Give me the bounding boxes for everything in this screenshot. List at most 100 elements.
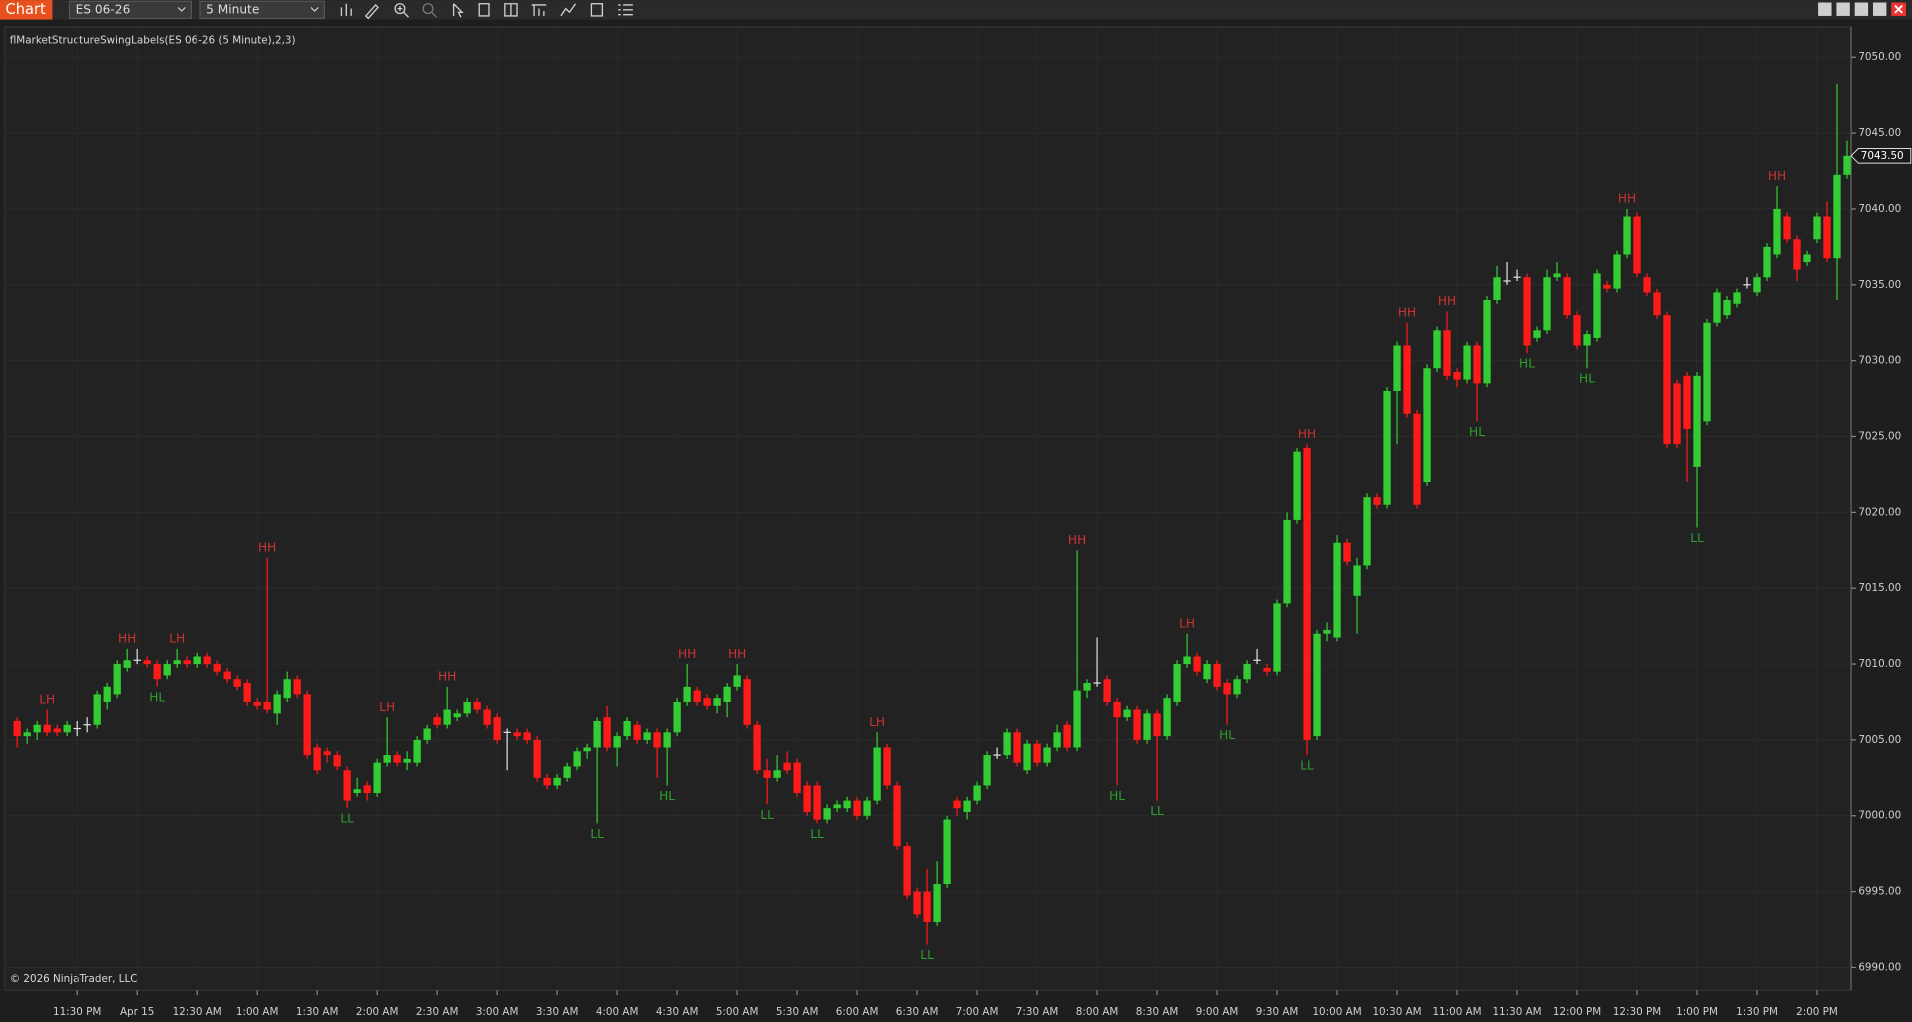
y-tick-label: 7035.00 — [1858, 279, 1901, 291]
candle-body — [353, 789, 361, 794]
candle-body — [223, 671, 231, 680]
candle-body — [593, 720, 601, 748]
chart-tab[interactable] — [0, 0, 53, 20]
x-tick-label: Apr 15 — [120, 1006, 154, 1018]
candle-body — [1153, 713, 1161, 737]
x-tick-label: 1:00 AM — [236, 1006, 279, 1018]
swing-high-label: HH — [1398, 305, 1416, 319]
window-button[interactable] — [1818, 2, 1832, 16]
candle-body — [283, 679, 291, 699]
candle-body — [1603, 284, 1611, 289]
candle-body — [1593, 273, 1601, 338]
candle-body — [1193, 656, 1201, 672]
candle-body — [1103, 679, 1111, 702]
candle-body — [1313, 633, 1321, 737]
candle-body — [853, 800, 861, 816]
candle-body — [1423, 368, 1431, 483]
candle-body — [1483, 299, 1491, 384]
properties-icon[interactable] — [590, 3, 604, 17]
candle-body — [1143, 713, 1151, 740]
toolbar — [0, 0, 1912, 20]
candle-body — [753, 724, 761, 771]
candle-body — [633, 724, 641, 740]
layout-icon[interactable] — [504, 3, 518, 17]
x-tick-label: 8:00 AM — [1076, 1006, 1119, 1018]
candle-body — [193, 656, 201, 665]
candle-body — [483, 709, 491, 725]
candle-body — [1283, 519, 1291, 604]
candle-body — [1223, 683, 1231, 695]
zoom-in-icon[interactable] — [394, 3, 406, 15]
indicator-title: flMarketStructureSwingLabels(ES 06-26 (5… — [10, 34, 296, 46]
candle-body — [23, 732, 31, 737]
candle-body — [1233, 679, 1241, 695]
list-icon[interactable] — [618, 4, 633, 16]
candle-body — [783, 762, 791, 771]
candle-body — [693, 690, 701, 702]
candle-body — [723, 686, 731, 702]
candle-body — [1723, 299, 1731, 316]
x-tick-label: 12:30 PM — [1613, 1006, 1661, 1018]
candle-body — [583, 747, 591, 752]
data-box-icon[interactable] — [478, 3, 490, 17]
candle-body — [1403, 345, 1411, 414]
x-tick-label: 7:00 AM — [956, 1006, 999, 1018]
candle-body — [523, 732, 531, 740]
candle-body — [1713, 292, 1721, 323]
interval-selector[interactable] — [199, 0, 325, 19]
strategy-icon[interactable] — [531, 4, 547, 16]
restore-button[interactable] — [1872, 2, 1887, 16]
dropdown-arrow — [310, 6, 319, 12]
minimize-button[interactable] — [1854, 2, 1869, 16]
bars-icon[interactable] — [340, 3, 352, 16]
candle-body — [813, 785, 821, 820]
dropdown-arrow — [177, 6, 186, 12]
candle-body — [363, 785, 371, 794]
candle-body — [1563, 277, 1571, 316]
candle-body — [1113, 701, 1121, 718]
candle-body — [1053, 732, 1061, 748]
swing-low-label: HL — [1519, 357, 1535, 371]
window-button[interactable] — [1836, 2, 1850, 16]
x-tick-label: 2:30 AM — [416, 1006, 459, 1018]
swing-low-label: LL — [340, 812, 354, 826]
x-tick-label: 12:00 PM — [1553, 1006, 1601, 1018]
candle-body — [1813, 216, 1821, 240]
draw-icon[interactable] — [364, 3, 379, 20]
candle-body — [663, 732, 671, 748]
candle-body — [1073, 690, 1081, 748]
zoom-out-icon[interactable] — [422, 3, 434, 15]
y-tick-label: 6995.00 — [1858, 886, 1901, 898]
candle-body — [833, 804, 841, 809]
candle-body — [1083, 683, 1091, 691]
y-tick-label: 7020.00 — [1858, 506, 1901, 518]
instrument-label[interactable]: ES 06-26 — [76, 2, 131, 16]
candle-body — [303, 694, 311, 756]
chart-tab-label[interactable]: Chart — [6, 1, 46, 18]
candle-body — [1613, 254, 1621, 289]
candle-body — [253, 701, 261, 706]
candle-body — [1013, 732, 1021, 763]
candle-body — [183, 660, 191, 665]
y-tick-label: 7050.00 — [1858, 51, 1901, 63]
candle-body — [923, 891, 931, 922]
last-price-box — [1850, 148, 1912, 164]
candle-body — [513, 732, 521, 737]
instrument-selector[interactable] — [68, 0, 193, 19]
x-tick-label: 1:30 PM — [1736, 1006, 1778, 1018]
y-tick-label: 7000.00 — [1858, 810, 1901, 822]
candle-body — [63, 724, 71, 733]
pointer-icon[interactable] — [452, 3, 464, 18]
swing-high-label: HH — [1768, 169, 1786, 183]
swing-low-label: LL — [1690, 531, 1704, 545]
candle-body — [1333, 542, 1341, 638]
x-tick-label: 6:00 AM — [836, 1006, 879, 1018]
swing-high-label: HH — [118, 632, 136, 646]
indicator-icon[interactable] — [560, 3, 577, 17]
interval-label[interactable]: 5 Minute — [206, 2, 259, 16]
candles — [13, 83, 1851, 945]
candle-body — [1703, 322, 1711, 422]
candle-body — [1763, 246, 1771, 278]
candle-body — [1773, 208, 1781, 255]
